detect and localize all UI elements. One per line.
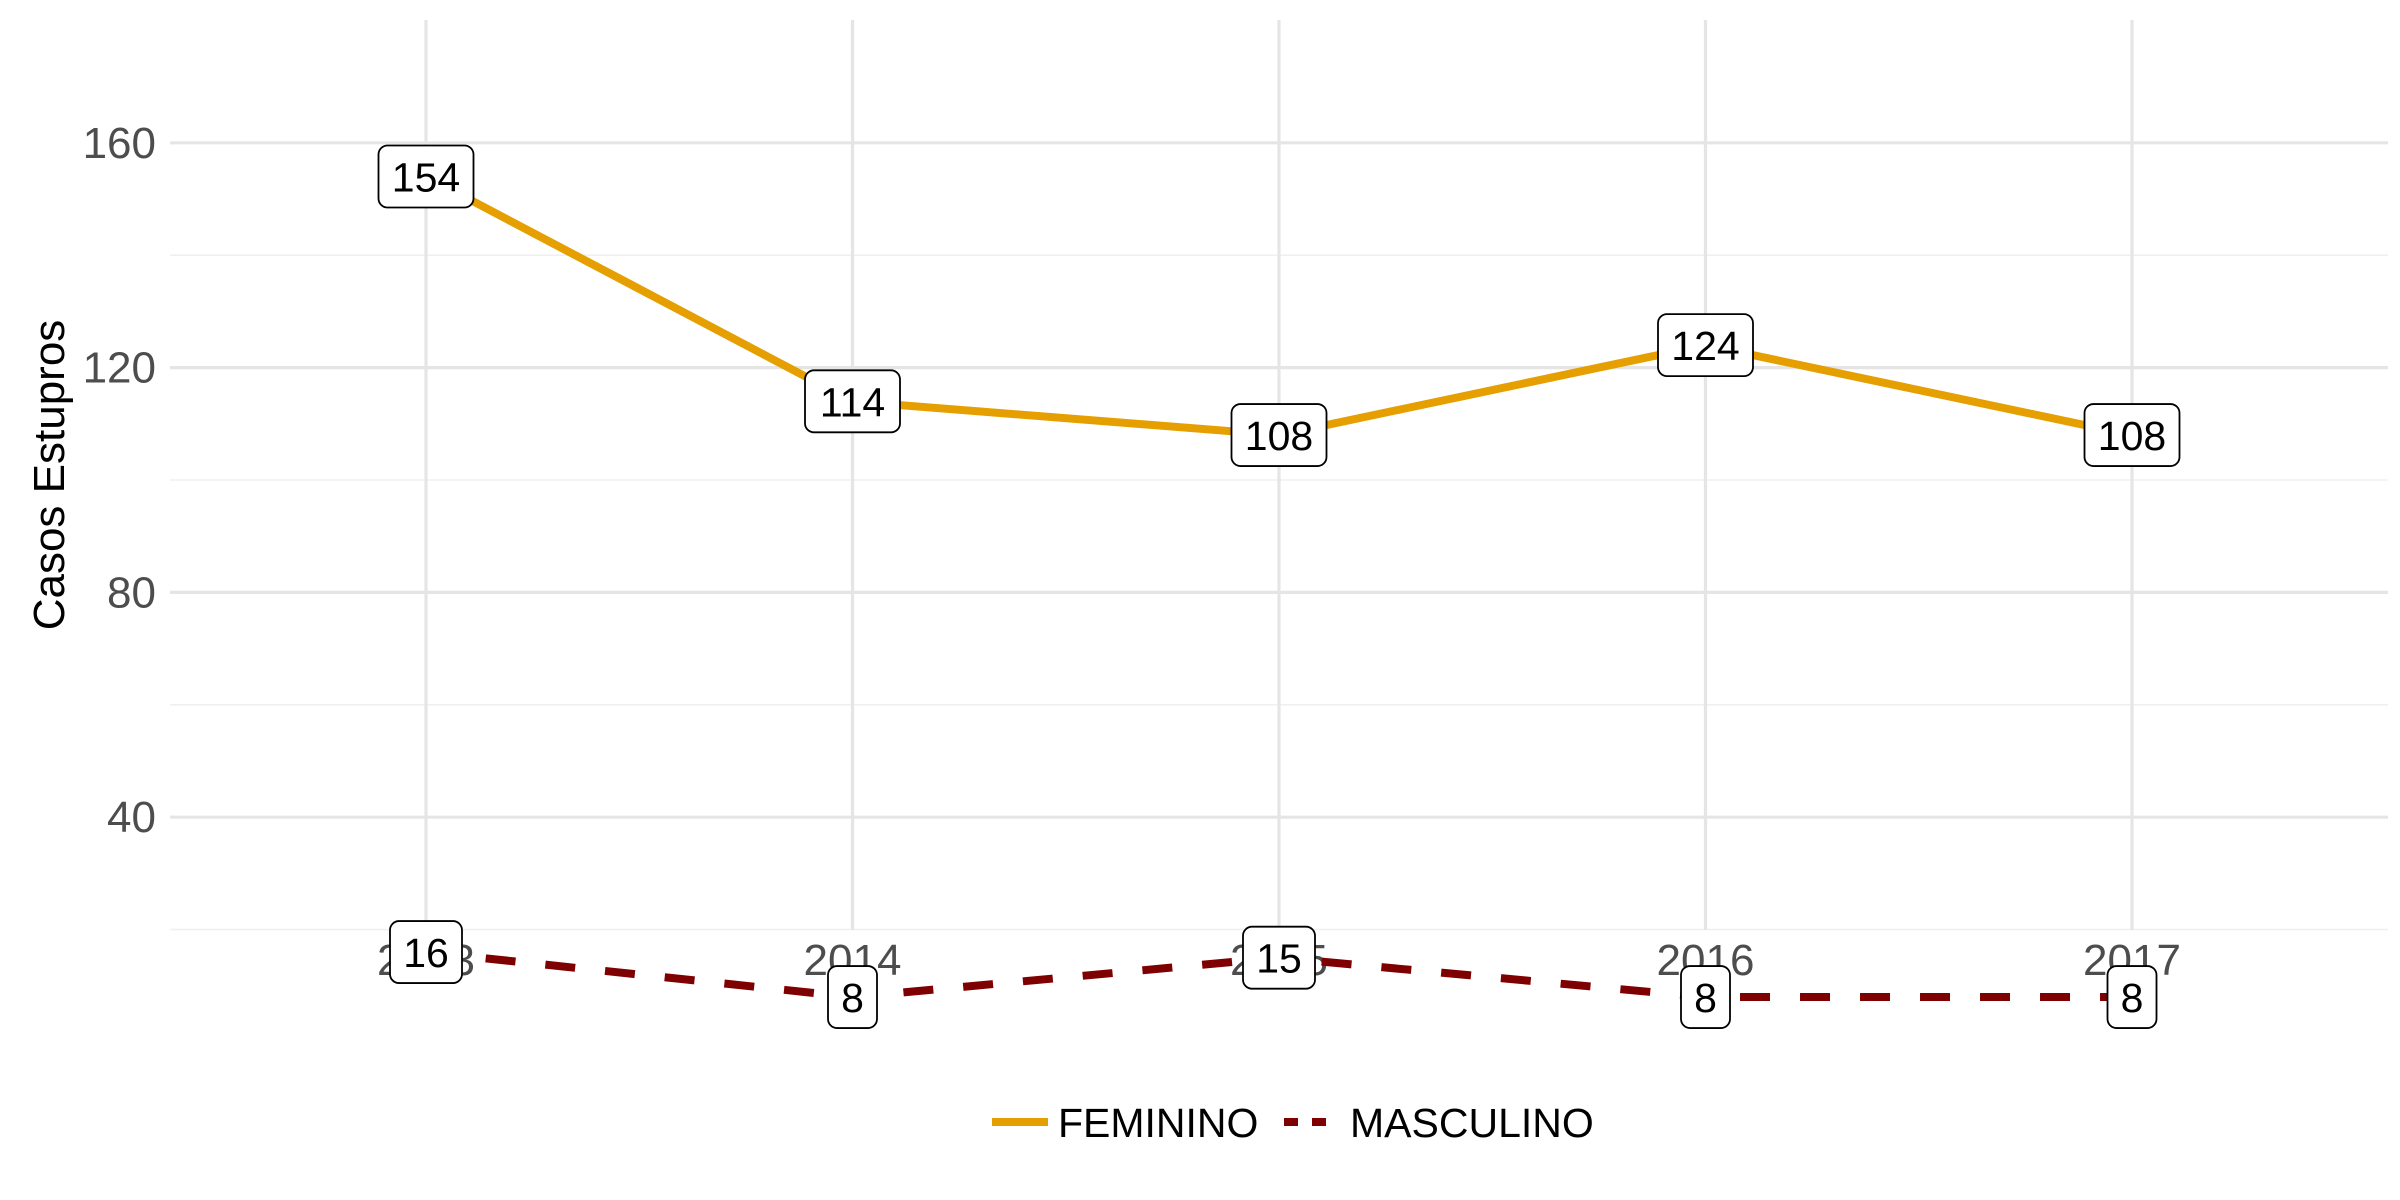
legend-item-masculino: MASCULINO bbox=[1284, 1100, 1594, 1146]
data-label-box bbox=[2083, 403, 2181, 467]
data-label-box bbox=[1680, 965, 1731, 1029]
data-label: 8 bbox=[827, 965, 878, 1029]
legend-label: MASCULINO bbox=[1350, 1100, 1594, 1146]
data-label: 114 bbox=[804, 369, 901, 434]
data-label-text: 8 bbox=[2121, 975, 2144, 1021]
data-label: 124 bbox=[1657, 313, 1754, 378]
data-label-text: 15 bbox=[1256, 936, 1302, 982]
data-label: 108 bbox=[1230, 403, 1328, 467]
y-tick-label: 40 bbox=[107, 793, 156, 842]
legend: FEMININO MASCULINO bbox=[992, 1100, 1594, 1146]
data-label-box bbox=[1657, 313, 1754, 378]
data-label-box bbox=[377, 144, 475, 209]
data-label-box bbox=[1242, 925, 1316, 990]
data-label-text: 108 bbox=[2098, 413, 2166, 459]
data-label-box bbox=[2106, 965, 2158, 1029]
y-tick-label: 120 bbox=[83, 344, 156, 393]
data-labels: 154 114 108 124 108 16 8 15 8 8 bbox=[377, 144, 2181, 1029]
legend-item-feminino: FEMININO bbox=[992, 1100, 1258, 1146]
data-label-text: 8 bbox=[1694, 975, 1717, 1021]
data-label: 108 bbox=[2083, 403, 2181, 467]
data-label: 15 bbox=[1242, 925, 1316, 990]
y-tick-label: 80 bbox=[107, 568, 156, 617]
data-label: 8 bbox=[2106, 965, 2158, 1029]
data-label-text: 124 bbox=[1671, 323, 1739, 369]
y-tick-label: 160 bbox=[83, 119, 156, 168]
data-label-text: 114 bbox=[820, 379, 885, 425]
legend-label: FEMININO bbox=[1058, 1100, 1258, 1146]
y-axis-tick-labels: 40 80 120 160 bbox=[83, 119, 156, 842]
data-label-text: 108 bbox=[1245, 413, 1313, 459]
data-label-box bbox=[827, 965, 878, 1029]
data-label-text: 16 bbox=[403, 930, 449, 976]
data-label-box bbox=[1230, 403, 1328, 467]
data-label-text: 8 bbox=[841, 975, 864, 1021]
data-label: 8 bbox=[1680, 965, 1731, 1029]
grid bbox=[170, 20, 2388, 931]
data-label-text: 154 bbox=[392, 155, 460, 201]
data-label: 16 bbox=[389, 920, 463, 984]
data-label-box bbox=[804, 369, 901, 434]
data-label-box bbox=[389, 920, 463, 984]
y-axis-title: Casos Estupros bbox=[25, 320, 74, 631]
data-label: 154 bbox=[377, 144, 475, 209]
